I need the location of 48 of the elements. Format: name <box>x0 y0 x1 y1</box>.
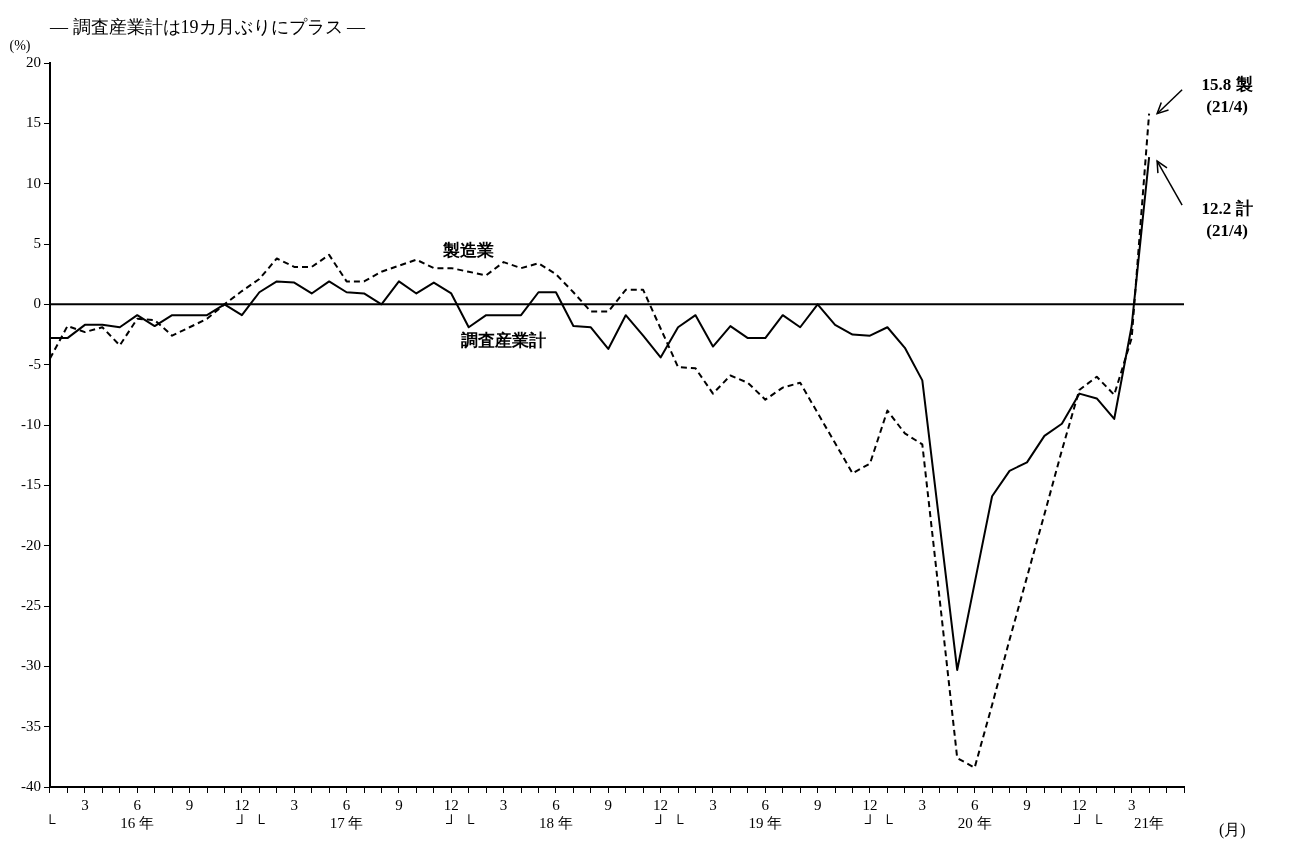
x-tick-label: 21年 <box>1134 814 1165 831</box>
y-tick-label: -10 <box>21 415 41 432</box>
x-tick-label: 12 ┘ <box>443 796 459 831</box>
x-tick-label: 3 <box>709 796 717 813</box>
y-tick-label: -30 <box>21 657 41 674</box>
x-tick-label: 9 <box>604 796 613 813</box>
x-tick-label: 12 ┘ <box>234 796 250 831</box>
x-tick-label: 6 16 年 <box>120 796 155 831</box>
x-tick-label: 9 <box>1023 796 1031 813</box>
x-tick-label: 3 <box>290 796 298 813</box>
y-tick-label: -35 <box>21 717 41 734</box>
x-tick-label: 9 <box>813 796 822 813</box>
annotation: 12.2 計 (21/4) <box>1201 198 1253 240</box>
y-tick-label: -20 <box>21 536 41 553</box>
y-tick-label: -5 <box>28 355 41 372</box>
x-tick-label: └ <box>254 813 266 831</box>
y-tick-label: 20 <box>26 53 41 70</box>
x-tick-label: 3 <box>499 796 508 813</box>
y-axis-title: (%) <box>9 37 31 54</box>
x-tick-label: 12 ┘ <box>862 796 878 831</box>
x-tick-label: 6 19 年 <box>748 796 783 831</box>
x-tick-label: 12 ┘ <box>653 796 669 831</box>
y-tick-label: -15 <box>21 476 41 493</box>
series-label: 製造業 <box>442 241 495 261</box>
annotation: 15.8 製 (21/4) <box>1201 75 1253 117</box>
y-tick-label: -40 <box>21 777 41 794</box>
y-tick-label: 10 <box>26 174 41 191</box>
y-tick-label: 5 <box>33 234 41 251</box>
series-label: 調査産業計 <box>461 330 547 350</box>
x-tick-label: └ <box>672 813 684 831</box>
x-tick-label: 3 <box>81 796 89 813</box>
y-tick-label: 0 <box>33 295 41 312</box>
x-tick-label: 9 <box>395 796 403 813</box>
x-tick-label: └ <box>1091 813 1103 831</box>
x-tick-label: 12 ┘ <box>1071 796 1087 831</box>
x-tick-label: 3 <box>1127 796 1136 813</box>
y-tick-label: -25 <box>21 596 41 613</box>
x-tick-label: └ <box>463 813 475 831</box>
x-tick-label: 6 17 年 <box>329 796 364 831</box>
x-axis-title: (月) <box>1219 821 1246 840</box>
x-tick-label: └ <box>882 813 894 831</box>
x-tick-label: 3 <box>918 796 927 813</box>
x-tick-label: 9 <box>185 796 194 813</box>
y-tick-label: 15 <box>26 114 41 131</box>
x-tick-label: 6 18 年 <box>539 796 573 831</box>
chart-title: ― 調査産業計は19カ月ぶりにプラス ― <box>49 16 366 37</box>
x-tick-label: └ <box>44 813 56 831</box>
x-tick-label: 6 20 年 <box>957 796 992 831</box>
